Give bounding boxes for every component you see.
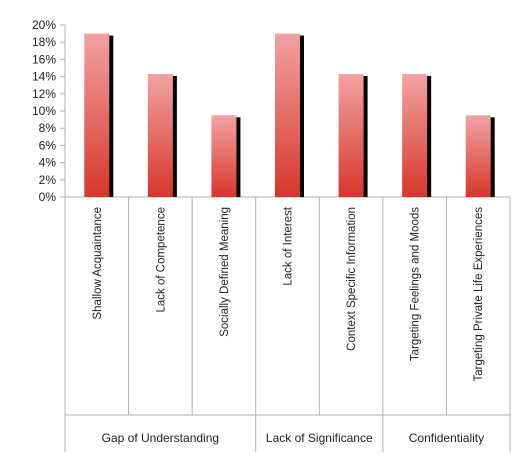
y-tick-label: 0% [39, 190, 57, 204]
group-label: Confidentiality [409, 431, 484, 445]
group-label: Lack of Significance [266, 431, 373, 445]
category-label: Targeting Feelings and Moods [410, 207, 422, 361]
category-label: Context Specific Information [346, 207, 358, 351]
y-tick-label: 2% [39, 173, 57, 187]
y-tick-label: 10% [32, 104, 56, 118]
category-label: Targeting Private Life Experiences [473, 207, 485, 382]
y-tick-label: 20% [32, 18, 56, 32]
bar [465, 115, 491, 197]
bar [84, 33, 110, 197]
category-label: Lack of Competence [155, 207, 167, 312]
labels: 0% 2% 4% 6% 8% 10% 12% 14% 16% 18% 20% Gap of Under… [32, 18, 485, 445]
category-label: Shallow Acquaintance [92, 207, 104, 320]
y-tick-label: 12% [32, 87, 56, 101]
group-label: Gap of Understanding [102, 431, 219, 445]
axes [60, 24, 511, 452]
y-tick-label: 14% [32, 70, 56, 84]
category-label: Lack of Interest [283, 206, 295, 285]
y-tick-label: 8% [39, 121, 57, 135]
bars [84, 33, 495, 197]
bar [211, 115, 237, 197]
y-tick-label: 6% [39, 138, 57, 152]
bar [275, 33, 300, 197]
y-tick-label: 18% [32, 35, 56, 49]
bar [402, 74, 428, 197]
bar [338, 74, 364, 197]
y-tick-label: 4% [39, 156, 57, 170]
y-tick-label: 16% [32, 52, 56, 66]
category-label: Socially Defined Meaning [219, 207, 231, 337]
bar [147, 74, 173, 197]
